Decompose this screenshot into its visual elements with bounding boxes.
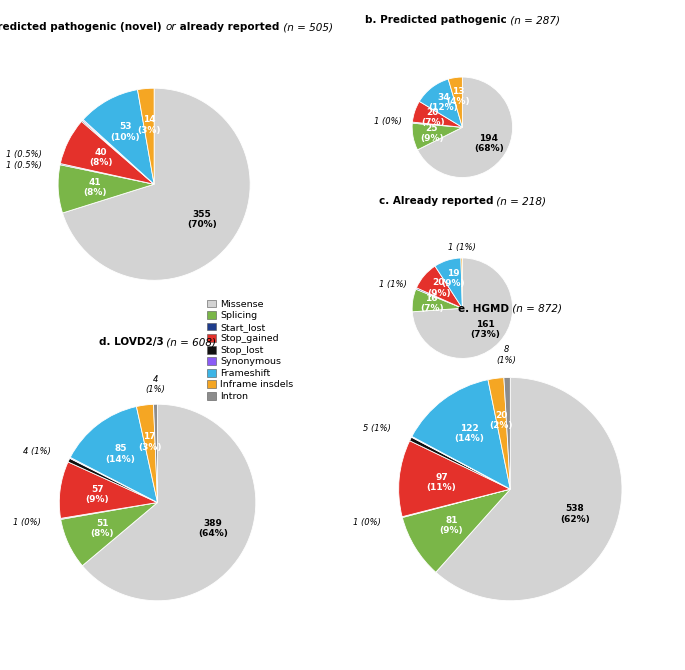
Text: (n = 287): (n = 287) <box>507 15 560 25</box>
Wedge shape <box>435 258 462 308</box>
Wedge shape <box>136 404 158 502</box>
Text: 5 (1%): 5 (1%) <box>363 424 390 433</box>
Text: 53
(10%): 53 (10%) <box>110 123 140 142</box>
Wedge shape <box>412 380 510 489</box>
Text: 20
(9%): 20 (9%) <box>427 278 451 297</box>
Text: (n = 608): (n = 608) <box>164 337 216 347</box>
Wedge shape <box>82 119 154 184</box>
Wedge shape <box>412 123 462 150</box>
Wedge shape <box>412 122 462 127</box>
Wedge shape <box>412 436 510 489</box>
Text: e. HGMD: e. HGMD <box>458 304 510 314</box>
Wedge shape <box>402 489 510 572</box>
Text: 40
(8%): 40 (8%) <box>89 148 112 168</box>
Text: 1 (0%): 1 (0%) <box>14 518 41 527</box>
Text: (n = 872): (n = 872) <box>510 304 562 314</box>
Text: 41
(8%): 41 (8%) <box>83 178 106 197</box>
Wedge shape <box>83 90 154 184</box>
Wedge shape <box>412 101 462 127</box>
Wedge shape <box>60 121 154 184</box>
Text: 51
(8%): 51 (8%) <box>90 519 114 538</box>
Wedge shape <box>461 258 462 308</box>
Wedge shape <box>402 489 510 517</box>
Text: 355
(70%): 355 (70%) <box>187 210 217 229</box>
Wedge shape <box>153 404 158 502</box>
Text: 34
(12%): 34 (12%) <box>429 93 458 113</box>
Text: or: or <box>166 22 176 32</box>
Wedge shape <box>416 288 462 308</box>
Wedge shape <box>61 502 158 565</box>
Wedge shape <box>60 163 154 184</box>
Text: 4 (1%): 4 (1%) <box>23 447 51 456</box>
Wedge shape <box>412 289 462 312</box>
Text: 1 (0%): 1 (0%) <box>353 518 381 527</box>
Wedge shape <box>504 377 510 489</box>
Text: 20
(2%): 20 (2%) <box>490 411 513 430</box>
Wedge shape <box>417 77 512 178</box>
Wedge shape <box>448 77 462 127</box>
Text: 19
(9%): 19 (9%) <box>441 269 465 288</box>
Text: d. LOVD2/3: d. LOVD2/3 <box>99 337 164 347</box>
Wedge shape <box>60 502 158 519</box>
Text: 20
(7%): 20 (7%) <box>421 108 445 127</box>
Text: (n = 218): (n = 218) <box>493 196 546 206</box>
Wedge shape <box>62 88 250 280</box>
Text: 122
(14%): 122 (14%) <box>454 424 484 444</box>
Text: 81
(9%): 81 (9%) <box>440 515 463 535</box>
Text: 16
(7%): 16 (7%) <box>420 293 443 313</box>
Wedge shape <box>412 258 512 358</box>
Text: 1 (1%): 1 (1%) <box>379 280 407 289</box>
Legend: Missense, Splicing, Start_lost, Stop_gained, Stop_lost, Synonymous, Frameshift, : Missense, Splicing, Start_lost, Stop_gai… <box>207 299 293 401</box>
Text: 97
(11%): 97 (11%) <box>427 472 456 492</box>
Text: 194
(68%): 194 (68%) <box>474 134 503 153</box>
Text: a. Predicted pathogenic (novel): a. Predicted pathogenic (novel) <box>0 22 166 32</box>
Wedge shape <box>82 404 256 601</box>
Text: 1 (1%): 1 (1%) <box>447 243 475 253</box>
Wedge shape <box>436 377 622 601</box>
Text: 57
(9%): 57 (9%) <box>86 485 109 505</box>
Wedge shape <box>416 266 462 308</box>
Text: c. Already reported: c. Already reported <box>379 196 493 206</box>
Wedge shape <box>419 79 462 127</box>
Text: 389
(64%): 389 (64%) <box>198 519 227 538</box>
Text: 25
(9%): 25 (9%) <box>420 123 444 143</box>
Text: 8
(1%): 8 (1%) <box>497 346 516 365</box>
Text: 161
(73%): 161 (73%) <box>470 320 500 339</box>
Text: 1 (0.5%)
1 (0.5%): 1 (0.5%) 1 (0.5%) <box>5 150 42 170</box>
Wedge shape <box>71 407 158 502</box>
Wedge shape <box>60 462 158 519</box>
Wedge shape <box>488 378 510 489</box>
Text: b. Predicted pathogenic: b. Predicted pathogenic <box>365 15 507 25</box>
Text: 13
(4%): 13 (4%) <box>446 87 470 106</box>
Wedge shape <box>68 458 158 502</box>
Text: already reported: already reported <box>176 22 279 32</box>
Text: (n = 505): (n = 505) <box>279 22 333 32</box>
Wedge shape <box>82 121 154 184</box>
Text: 4
(1%): 4 (1%) <box>145 375 165 395</box>
Wedge shape <box>138 88 154 184</box>
Text: 14
(3%): 14 (3%) <box>137 115 161 135</box>
Wedge shape <box>399 441 510 517</box>
Wedge shape <box>70 458 158 502</box>
Wedge shape <box>58 165 154 213</box>
Wedge shape <box>410 437 510 489</box>
Text: 17
(3%): 17 (3%) <box>138 432 162 452</box>
Text: 85
(14%): 85 (14%) <box>105 444 136 464</box>
Text: 1 (0%): 1 (0%) <box>375 117 402 126</box>
Text: 538
(62%): 538 (62%) <box>560 504 590 523</box>
